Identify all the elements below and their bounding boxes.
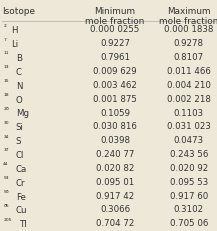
Text: H: H (12, 26, 18, 35)
Text: Tl: Tl (20, 219, 28, 228)
Text: Cu: Cu (16, 205, 27, 214)
Text: ⁶⁵: ⁶⁵ (3, 204, 9, 210)
Text: 0.020 92: 0.020 92 (170, 163, 208, 172)
Text: 0.917 42: 0.917 42 (96, 191, 134, 200)
Text: 0.000 1838: 0.000 1838 (164, 25, 214, 34)
Text: ⁴⁴: ⁴⁴ (3, 162, 9, 168)
Text: ²: ² (3, 25, 6, 31)
Text: 0.243 56: 0.243 56 (170, 149, 208, 158)
Text: ¹³: ¹³ (3, 66, 9, 72)
Text: S: S (16, 137, 21, 146)
Text: 0.095 01: 0.095 01 (96, 177, 134, 186)
Text: 0.8107: 0.8107 (174, 53, 204, 62)
Text: 0.030 816: 0.030 816 (93, 122, 137, 131)
Text: ¹¹: ¹¹ (3, 52, 9, 58)
Text: 0.0473: 0.0473 (174, 136, 204, 145)
Text: Li: Li (12, 40, 19, 49)
Text: 0.7961: 0.7961 (100, 53, 130, 62)
Text: 0.000 0255: 0.000 0255 (90, 25, 140, 34)
Text: 0.9227: 0.9227 (100, 39, 130, 48)
Text: 0.1103: 0.1103 (174, 108, 204, 117)
Text: 0.020 82: 0.020 82 (96, 163, 134, 172)
Text: N: N (16, 81, 22, 90)
Text: ²⁶: ²⁶ (3, 107, 9, 113)
Text: B: B (16, 54, 22, 63)
Text: 0.011 466: 0.011 466 (167, 67, 211, 76)
Text: 0.705 06: 0.705 06 (170, 218, 208, 227)
Text: Cl: Cl (16, 150, 24, 159)
Text: 0.003 462: 0.003 462 (93, 80, 137, 89)
Text: ¹⁵: ¹⁵ (3, 80, 9, 86)
Text: Si: Si (16, 123, 24, 132)
Text: 0.3102: 0.3102 (174, 204, 204, 213)
Text: ³⁷: ³⁷ (3, 149, 9, 155)
Text: 0.704 72: 0.704 72 (96, 218, 134, 227)
Text: 0.917 60: 0.917 60 (170, 191, 208, 200)
Text: 0.0398: 0.0398 (100, 136, 130, 145)
Text: ¹⁸: ¹⁸ (3, 94, 9, 100)
Text: ³⁴: ³⁴ (3, 135, 9, 141)
Text: ²⁰⁵: ²⁰⁵ (3, 218, 12, 224)
Text: 0.002 218: 0.002 218 (167, 94, 211, 103)
Text: 0.240 77: 0.240 77 (96, 149, 134, 158)
Text: Fe: Fe (16, 192, 26, 201)
Text: Maximum
mole fraction: Maximum mole fraction (159, 7, 217, 26)
Text: ³⁰: ³⁰ (3, 121, 9, 127)
Text: 0.004 210: 0.004 210 (167, 80, 211, 89)
Text: 0.3066: 0.3066 (100, 204, 130, 213)
Text: Mg: Mg (16, 109, 29, 118)
Text: ⁷: ⁷ (3, 38, 6, 44)
Text: 0.031 023: 0.031 023 (167, 122, 211, 131)
Text: O: O (16, 95, 23, 104)
Text: Ca: Ca (16, 164, 27, 173)
Text: 0.009 629: 0.009 629 (93, 67, 137, 76)
Text: Cr: Cr (16, 178, 25, 187)
Text: ⁵⁶: ⁵⁶ (3, 190, 9, 196)
Text: 0.1059: 0.1059 (100, 108, 130, 117)
Text: 0.9278: 0.9278 (174, 39, 204, 48)
Text: 0.095 53: 0.095 53 (170, 177, 208, 186)
Text: 0.001 875: 0.001 875 (93, 94, 137, 103)
Text: Minimum
mole fraction: Minimum mole fraction (85, 7, 145, 26)
Text: C: C (16, 68, 22, 77)
Text: Isotope: Isotope (2, 7, 35, 16)
Text: ⁵³: ⁵³ (3, 176, 9, 182)
